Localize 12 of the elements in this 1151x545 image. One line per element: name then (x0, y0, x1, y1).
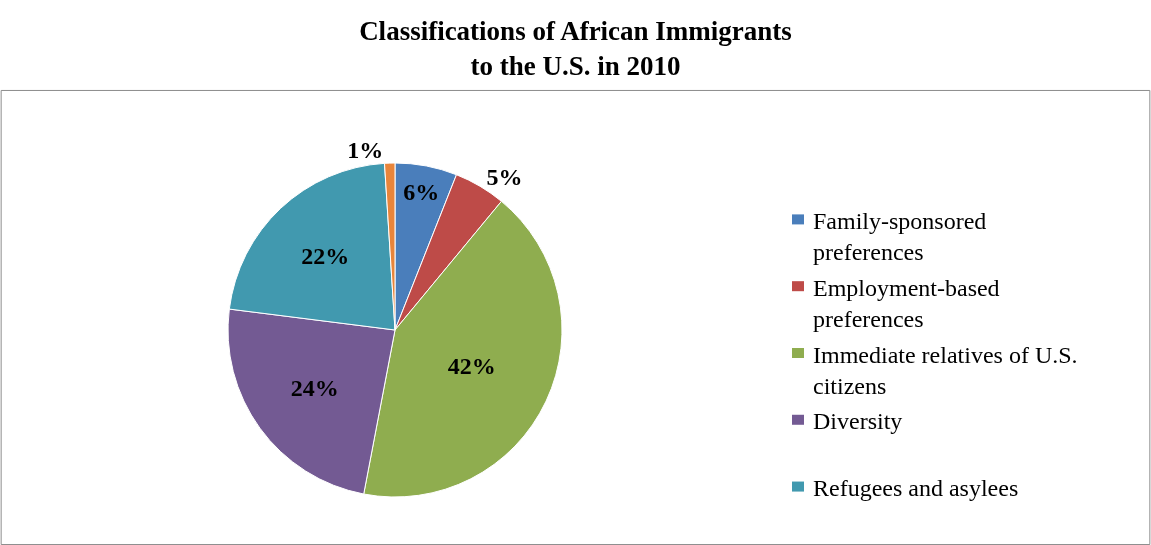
legend-label: Diversity (813, 408, 903, 434)
data-label: 22% (301, 242, 350, 269)
data-label: 6% (403, 178, 440, 205)
legend-label: Family-sponsored preferences (813, 208, 987, 266)
legend-label: Refugees and asylees (813, 475, 1019, 501)
legend-label: Employment-based preferences (813, 275, 1000, 333)
data-label: 24% (290, 375, 339, 402)
data-label: 42% (447, 353, 496, 380)
chart-title: Classifications of African Immigrants to the U.S. in 2010 (359, 16, 792, 82)
legend-label: Immediate relatives of U.S. citizens (813, 342, 1078, 400)
data-label: 5% (486, 163, 523, 190)
data-label: 1% (347, 137, 384, 164)
